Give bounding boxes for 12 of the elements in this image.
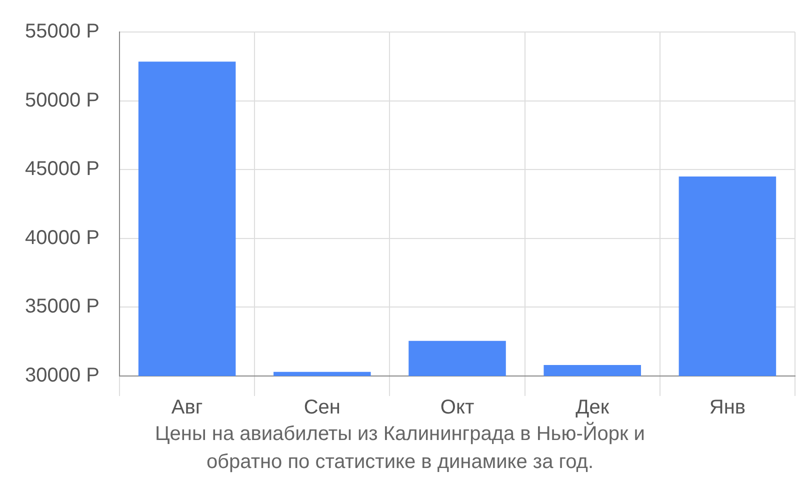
x-tick-label: Авг	[171, 396, 203, 419]
x-tick-label: Сен	[304, 396, 340, 419]
y-tick-label: 50000 Р	[24, 89, 100, 112]
y-tick-label: 40000 Р	[24, 226, 100, 249]
y-tick-label: 55000 Р	[24, 20, 100, 43]
text: Цены на авиабилеты из Калининграда в Нью-Йорк и обратно по статистике в динамике за год.	[154, 420, 646, 475]
x-tick-label: Окт	[440, 396, 474, 419]
y-tick-label: 30000 Р	[24, 364, 100, 387]
y-tick-label: 45000 Р	[24, 158, 100, 180]
x-tick-label: Янв	[709, 396, 746, 419]
y-tick-label: 35000 Р	[24, 296, 100, 318]
x-tick-label: Дек	[576, 396, 610, 419]
